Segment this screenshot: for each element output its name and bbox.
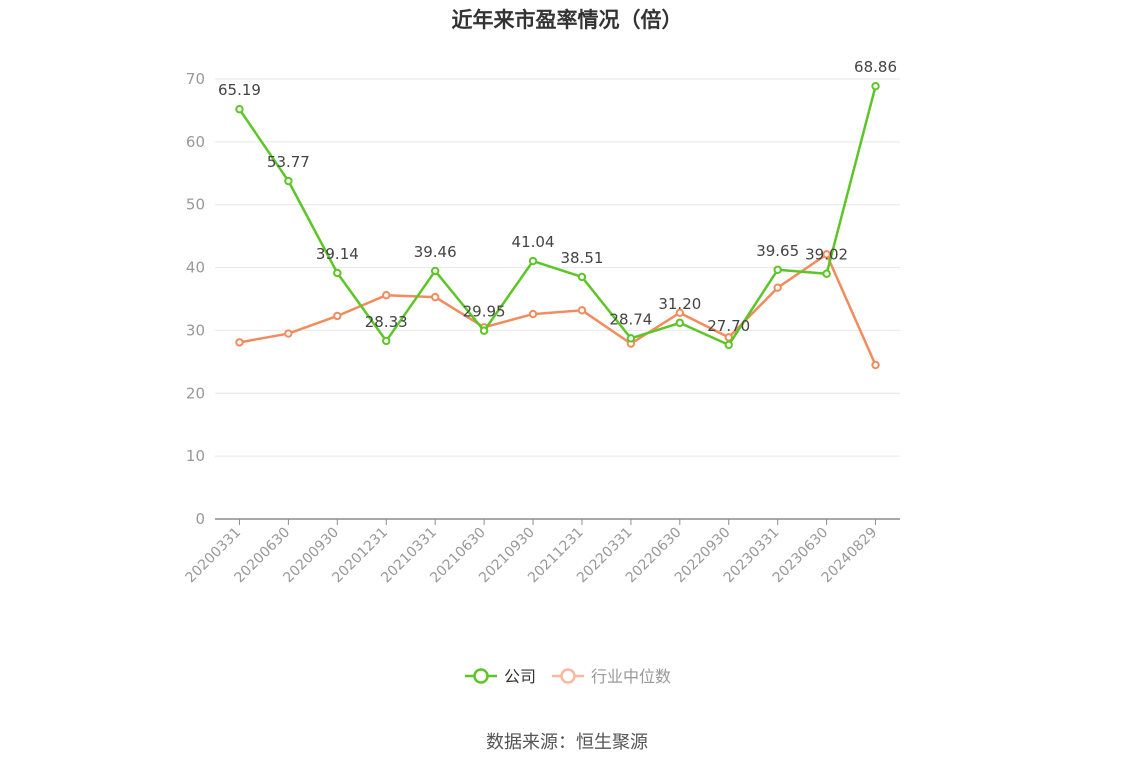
data-point: [430, 266, 440, 276]
data-point: [235, 338, 244, 347]
data-point: [528, 256, 538, 266]
legend-label: 行业中位数: [591, 667, 671, 686]
data-label: 65.19: [218, 81, 261, 99]
data-point: [871, 81, 880, 91]
legend-label: 公司: [504, 667, 536, 686]
data-label: 68.86: [854, 58, 897, 76]
data-point: [675, 308, 685, 318]
data-point: [333, 311, 342, 321]
legend-marker: [560, 668, 576, 684]
legend-marker: [473, 668, 489, 684]
y-tick-label: 50: [186, 196, 205, 214]
series-line: [238, 85, 877, 347]
data-point: [284, 176, 293, 186]
data-label: 41.04: [512, 233, 555, 251]
data-point: [675, 318, 685, 328]
y-tick-label: 30: [186, 321, 205, 339]
data-point: [871, 360, 880, 370]
data-label: 39.46: [414, 243, 457, 261]
chart-title: 近年来市盈率情况（倍）: [451, 8, 683, 32]
data-source-note: 数据来源：恒生聚源: [486, 732, 648, 753]
y-tick-label: 40: [186, 259, 205, 277]
data-point: [724, 340, 733, 350]
data-label: 28.74: [609, 310, 652, 328]
data-label: 28.33: [365, 313, 408, 331]
data-point: [577, 306, 587, 315]
data-label: 29.95: [463, 303, 506, 321]
data-point: [773, 265, 782, 274]
y-tick-label: 0: [195, 510, 205, 528]
data-label: 53.77: [267, 153, 310, 171]
series-line: [239, 253, 877, 366]
data-label: 39.65: [756, 242, 799, 260]
y-tick-label: 20: [186, 384, 205, 402]
y-tick-label: 60: [186, 133, 205, 151]
grid-lines: [215, 78, 900, 457]
data-point: [822, 250, 831, 259]
data-label: 38.51: [560, 249, 603, 267]
data-point: [773, 283, 782, 292]
data-point: [382, 336, 391, 346]
data-point: [577, 272, 587, 282]
data-point: [430, 292, 440, 302]
data-point: [724, 333, 733, 342]
data-label: 27.70: [707, 317, 750, 335]
data-labels: 65.19 53.77 39.14 28.33 39.46 29.95 41.04 38.51…: [218, 58, 897, 335]
data-label: 39.02: [805, 246, 848, 264]
data-point: [822, 269, 831, 278]
axes: 0102030405060702020033120200630202009302…: [183, 70, 900, 586]
data-point: [382, 291, 391, 300]
data-point: [235, 105, 244, 114]
data-point: [528, 309, 538, 319]
legend: 公司 行业中位数: [465, 667, 671, 686]
data-label: 39.14: [316, 245, 359, 263]
data-label: 31.20: [658, 295, 701, 313]
data-point: [626, 334, 636, 343]
data-point: [284, 329, 293, 338]
data-point: [479, 326, 489, 335]
data-point: [333, 268, 342, 278]
series-lines: [235, 81, 880, 370]
y-tick-label: 70: [186, 70, 205, 88]
y-tick-label: 10: [186, 447, 205, 465]
